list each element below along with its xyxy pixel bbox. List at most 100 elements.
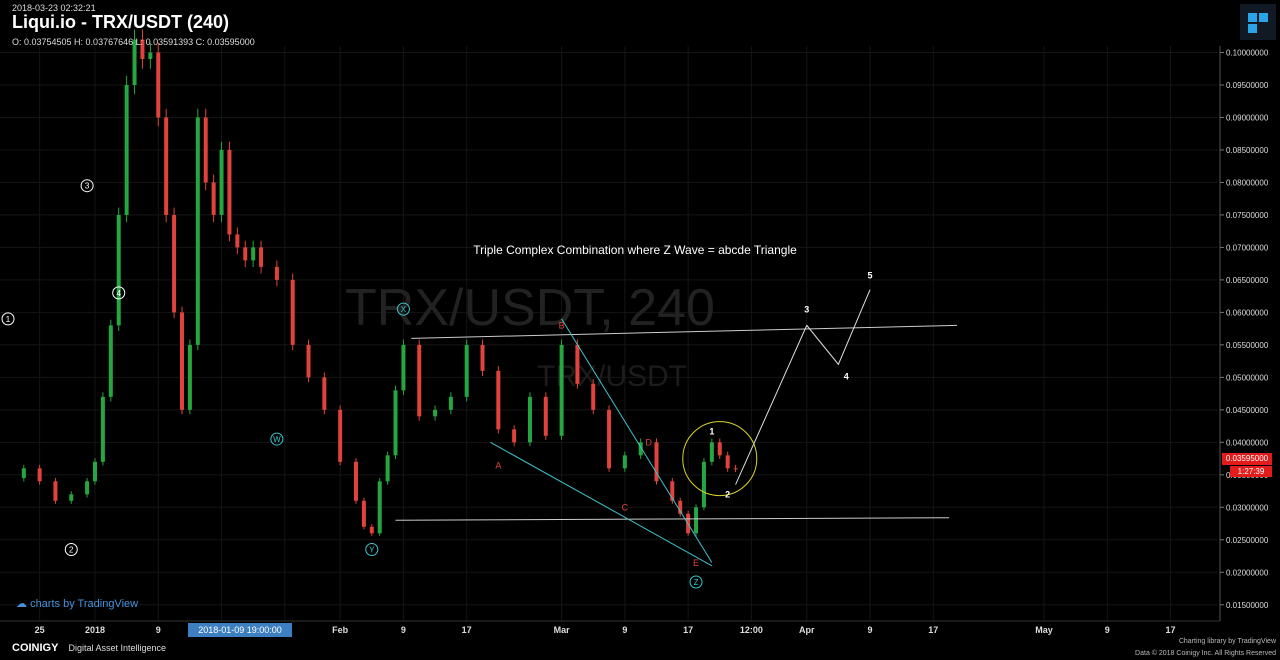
candle-body <box>377 481 382 534</box>
candle-body <box>717 442 722 456</box>
candle-body <box>701 461 706 508</box>
candle-countdown-tag: 1:27:39 <box>1230 466 1272 477</box>
candle-body <box>69 494 74 501</box>
y-tick-label: 0.03000000 <box>1226 503 1269 512</box>
tradingview-link[interactable]: ☁ charts by TradingView <box>16 597 138 610</box>
x-tick-label: 17 <box>1166 625 1176 635</box>
candle-body <box>622 455 627 469</box>
candle-body <box>251 247 256 261</box>
wave-label-cyan: W <box>273 435 281 444</box>
x-tick-label: 17 <box>683 625 693 635</box>
y-tick-label: 0.02500000 <box>1226 536 1269 545</box>
triangle-label: B <box>559 321 565 331</box>
logo-mark-icon <box>1248 13 1268 33</box>
candle-body <box>670 481 675 501</box>
candle-body <box>148 52 153 59</box>
candle-body <box>480 344 485 371</box>
candle-body <box>496 370 501 430</box>
wave-label-cyan: Y <box>369 546 375 555</box>
candle-body <box>211 182 216 215</box>
candle-body <box>274 266 279 280</box>
projection-path <box>735 289 871 485</box>
x-tick-label: Apr <box>799 625 815 635</box>
y-tick-label: 0.07000000 <box>1226 243 1269 252</box>
x-tick-label: 9 <box>1105 625 1110 635</box>
candle-body <box>543 396 548 436</box>
candlesticks <box>21 29 738 536</box>
wave-label-cyan-ring <box>270 432 284 446</box>
candle-body <box>361 500 366 527</box>
candle-body <box>512 429 517 443</box>
lower-trendline <box>395 517 950 521</box>
wave-label: 2 <box>69 546 74 555</box>
chart-annotation: Triple Complex Combination where Z Wave … <box>473 243 797 257</box>
header-datetime: 2018-03-23 02:32:21 <box>12 3 96 13</box>
y-tick-label: 0.05500000 <box>1226 341 1269 350</box>
candle-body <box>401 344 406 391</box>
projection-label: 5 <box>868 271 873 281</box>
wave-label-cyan: X <box>401 305 407 314</box>
candle-body <box>678 500 683 514</box>
wave-drawings <box>395 289 958 567</box>
candle-body <box>203 117 208 183</box>
tradingview-link-label: charts by TradingView <box>30 598 139 610</box>
triangle-line-lower <box>490 441 713 567</box>
candle-body <box>235 234 240 248</box>
footer-branding: COINIGY Digital Asset Intelligence <box>12 642 166 654</box>
coinigy-logo-icon[interactable] <box>1240 4 1276 40</box>
candle-body <box>187 344 192 410</box>
candle-body <box>179 312 184 410</box>
triangle-label: A <box>495 460 501 470</box>
candle-body <box>338 409 343 462</box>
candle-body <box>37 468 42 482</box>
candle-body <box>393 390 398 456</box>
charting-library-credit: Charting library by TradingView <box>1178 638 1276 645</box>
y-axis: 0.10000000 0.09500000 0.09000000 0.08500000… <box>1219 46 1269 621</box>
wave-label: 3 <box>85 182 90 191</box>
x-tick-label: 17 <box>928 625 938 635</box>
candle-body <box>227 149 232 235</box>
candle-body <box>591 383 596 410</box>
x-tick-label: 9 <box>156 625 161 635</box>
projection-label: 2 <box>725 490 730 500</box>
y-tick-label: 0.02000000 <box>1226 568 1269 577</box>
candle-body <box>725 455 730 469</box>
tradingview-cloud-icon: ☁ <box>16 598 31 610</box>
candle-body <box>195 117 200 345</box>
triangle-line-upper <box>561 318 713 563</box>
candle-body <box>132 39 137 85</box>
y-tick-label: 0.06500000 <box>1226 276 1269 285</box>
candle-body <box>448 396 453 410</box>
candle-body <box>92 461 97 482</box>
crosshair-date-label: 2018-01-09 19:00:00 <box>188 623 292 637</box>
y-tick-label: 0.05000000 <box>1226 373 1269 382</box>
candle-body <box>464 344 469 397</box>
wave-label-ring <box>64 543 78 557</box>
chart-watermark: TRX/USDT, 240 <box>345 279 715 337</box>
y-tick-label: 0.01500000 <box>1226 601 1269 610</box>
candle-body <box>527 396 532 443</box>
data-credit: Data © 2018 Coinigy Inc. All Rights Rese… <box>1135 650 1276 657</box>
candle-body <box>417 344 422 417</box>
candle-body <box>322 377 327 410</box>
x-tick-label: 9 <box>868 625 873 635</box>
wave-label-cyan-ring <box>396 302 410 316</box>
y-tick-label: 0.08500000 <box>1226 146 1269 155</box>
candle-body <box>709 442 714 462</box>
triangle-label: C <box>622 503 629 513</box>
y-tick-label: 0.08000000 <box>1226 178 1269 187</box>
candle-body <box>53 481 58 501</box>
candle-body <box>638 442 643 456</box>
highlight-circle <box>682 421 758 497</box>
wave-labels: 1 2 3 4 W X Y Z A B C D E 1 2 3 4 5 <box>1 179 873 589</box>
candle-body <box>124 84 129 215</box>
triangle-label: D <box>645 438 652 448</box>
x-tick-label: 2018 <box>85 625 105 635</box>
candle-body <box>306 344 311 378</box>
candle-body <box>116 214 121 326</box>
y-tick-label: 0.04000000 <box>1226 438 1269 447</box>
footer-credits: Charting library by TradingView Data © 20… <box>1135 636 1276 660</box>
x-tick-label: 12:00 <box>740 625 763 635</box>
